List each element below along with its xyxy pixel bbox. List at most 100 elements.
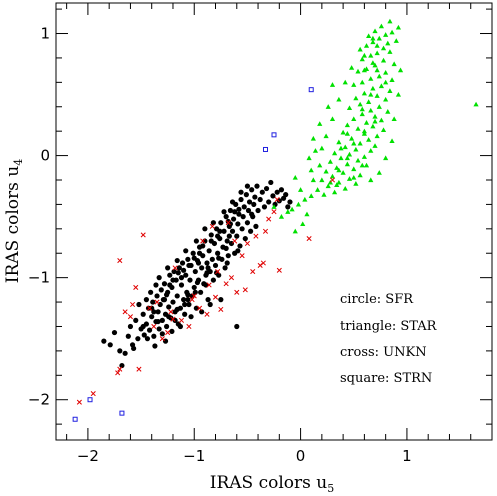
point-star — [359, 79, 365, 85]
point-star — [368, 177, 374, 183]
point-sfr — [208, 232, 214, 238]
y-axis-label: IRAS colors u4 — [3, 159, 25, 283]
point-star — [374, 43, 380, 48]
point-sfr — [185, 297, 191, 303]
point-sfr — [229, 228, 236, 234]
point-star — [378, 117, 385, 123]
point-star — [332, 150, 338, 156]
point-unkn — [329, 177, 336, 183]
point-sfr — [185, 292, 191, 298]
y-tick-label: −1 — [28, 269, 50, 287]
point-star — [342, 144, 348, 150]
point-sfr — [199, 265, 205, 271]
point-star — [295, 201, 302, 207]
point-sfr — [182, 301, 188, 308]
point-sfr — [270, 193, 276, 199]
y-axis-label-main: IRAS colors u — [3, 166, 23, 284]
point-sfr — [157, 301, 163, 308]
point-star — [297, 187, 304, 192]
point-sfr — [158, 287, 164, 293]
point-sfr — [249, 187, 255, 193]
series-sfr — [101, 179, 293, 369]
point-star — [372, 118, 378, 124]
point-star — [342, 79, 348, 85]
point-sfr — [278, 187, 285, 193]
point-star — [336, 167, 342, 173]
point-star — [319, 177, 325, 183]
x-tick-label: 0 — [296, 447, 306, 465]
point-unkn — [130, 301, 136, 308]
point-sfr — [194, 279, 201, 286]
point-star — [376, 104, 382, 109]
point-unkn — [122, 309, 128, 315]
x-axis-label: IRAS colors u5 — [210, 473, 334, 495]
point-sfr — [287, 199, 293, 205]
point-star — [363, 43, 370, 48]
point-sfr — [191, 284, 197, 291]
point-unkn — [200, 238, 206, 244]
point-sfr — [170, 277, 176, 283]
point-star — [351, 116, 357, 122]
point-unkn — [159, 336, 165, 342]
point-sfr — [268, 179, 274, 186]
point-sfr — [163, 292, 170, 298]
point-sfr — [136, 301, 142, 308]
point-sfr — [154, 293, 160, 299]
point-star — [321, 192, 327, 197]
point-star — [357, 46, 363, 52]
y-tick-label: 1 — [40, 25, 50, 43]
point-star — [351, 174, 357, 180]
point-sfr — [107, 342, 113, 348]
point-unkn — [218, 306, 224, 312]
point-unkn — [154, 299, 160, 305]
point-sfr — [238, 196, 244, 203]
point-star — [368, 107, 374, 113]
point-star — [370, 60, 376, 65]
point-star — [355, 126, 361, 131]
point-sfr — [174, 293, 180, 299]
point-star — [338, 155, 344, 161]
point-star — [361, 67, 367, 73]
point-star — [308, 193, 314, 198]
point-star — [363, 120, 370, 125]
point-star — [368, 52, 374, 58]
point-star — [300, 221, 306, 227]
point-sfr — [149, 314, 155, 320]
point-star — [385, 109, 391, 114]
point-star — [376, 170, 382, 175]
point-star — [357, 140, 363, 146]
point-strn — [308, 87, 314, 93]
point-sfr — [152, 343, 158, 349]
point-unkn — [204, 311, 210, 317]
point-sfr — [144, 336, 151, 342]
point-star — [359, 106, 365, 112]
point-sfr — [187, 277, 193, 283]
point-sfr — [127, 323, 134, 330]
point-star — [349, 65, 355, 70]
point-sfr — [179, 260, 186, 266]
point-sfr — [141, 332, 147, 338]
point-star — [366, 137, 372, 142]
point-sfr — [206, 248, 212, 254]
point-star — [312, 148, 319, 153]
point-unkn — [117, 366, 123, 372]
point-sfr — [248, 228, 254, 234]
point-star — [361, 52, 367, 58]
point-star — [340, 129, 346, 135]
point-star — [325, 104, 331, 109]
point-unkn — [212, 294, 219, 300]
legend-item-sfr: circle: SFR — [340, 292, 414, 307]
point-star — [317, 121, 323, 126]
point-sfr — [183, 272, 189, 278]
point-star — [346, 151, 353, 157]
point-sfr — [274, 189, 280, 195]
y-tick-label: −2 — [28, 391, 50, 409]
point-sfr — [230, 216, 237, 222]
point-unkn — [117, 258, 123, 264]
point-sfr — [175, 270, 181, 276]
point-star — [387, 49, 393, 54]
point-star — [363, 162, 370, 168]
legend: circle: SFR triangle: STAR cross: UNKN s… — [340, 292, 438, 386]
point-star — [372, 143, 378, 148]
point-sfr — [150, 299, 156, 305]
